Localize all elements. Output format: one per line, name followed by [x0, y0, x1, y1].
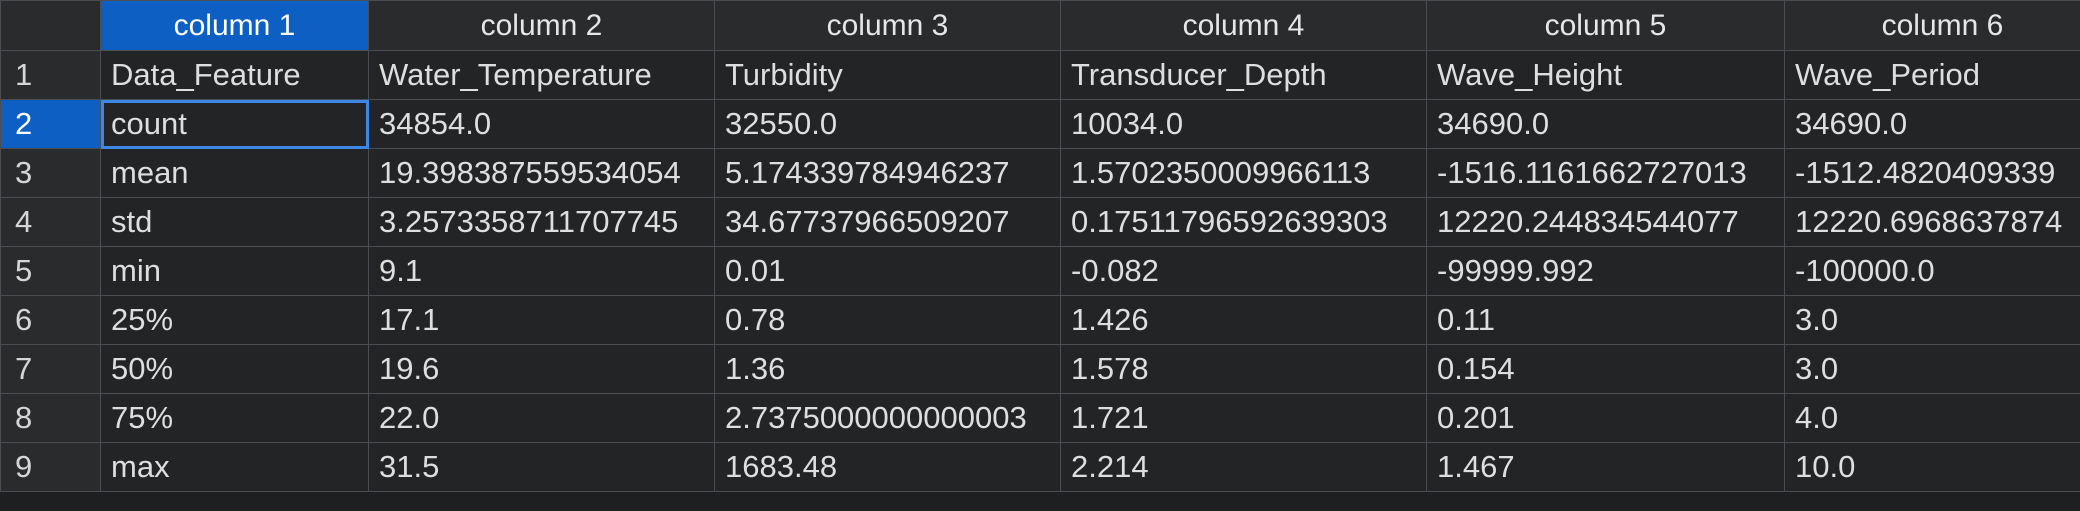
column-header-row: column 1 column 2 column 3 column 4 colu…	[0, 0, 2080, 51]
row-number-selected[interactable]: 2	[0, 99, 101, 149]
table-cell[interactable]: 12220.6968637874	[1784, 197, 2080, 247]
table-cell[interactable]: Wave_Period	[1784, 50, 2080, 100]
column-header-1[interactable]: column 1	[100, 0, 369, 51]
table-row: 7 50% 19.6 1.36 1.578 0.154 3.0	[0, 344, 2080, 394]
table-cell[interactable]: 34.67737966509207	[714, 197, 1061, 247]
table-cell[interactable]: mean	[100, 148, 369, 198]
table-cell[interactable]: 0.78	[714, 295, 1061, 345]
table-cell[interactable]: 1.5702350009966113	[1060, 148, 1427, 198]
table-cell[interactable]: 19.398387559534054	[368, 148, 715, 198]
table-cell[interactable]: -1516.1161662727013	[1426, 148, 1785, 198]
table-cell[interactable]: 1.578	[1060, 344, 1427, 394]
row-number[interactable]: 5	[0, 246, 101, 296]
column-header-6[interactable]: column 6	[1784, 0, 2080, 51]
table-cell[interactable]: -1512.4820409339	[1784, 148, 2080, 198]
table-row: 9 max 31.5 1683.48 2.214 1.467 10.0	[0, 442, 2080, 492]
table-row: 5 min 9.1 0.01 -0.082 -99999.992 -100000…	[0, 246, 2080, 296]
focused-cell[interactable]: count	[100, 99, 369, 149]
table-cell[interactable]: 0.17511796592639303	[1060, 197, 1427, 247]
table-cell[interactable]: 12220.244834544077	[1426, 197, 1785, 247]
table-cell[interactable]: 3.2573358711707745	[368, 197, 715, 247]
table-cell[interactable]: 32550.0	[714, 99, 1061, 149]
table-cell[interactable]: 34690.0	[1426, 99, 1785, 149]
table-cell[interactable]: 1683.48	[714, 442, 1061, 492]
table-cell[interactable]: 22.0	[368, 393, 715, 443]
table-cell[interactable]: max	[100, 442, 369, 492]
table-cell[interactable]: 9.1	[368, 246, 715, 296]
table-cell[interactable]: 5.174339784946237	[714, 148, 1061, 198]
column-header-3[interactable]: column 3	[714, 0, 1061, 51]
table-cell[interactable]: 3.0	[1784, 344, 2080, 394]
table-cell[interactable]: 2.214	[1060, 442, 1427, 492]
row-number[interactable]: 8	[0, 393, 101, 443]
row-number[interactable]: 1	[0, 50, 101, 100]
table-cell[interactable]: -100000.0	[1784, 246, 2080, 296]
table-cell[interactable]: 25%	[100, 295, 369, 345]
table-cell[interactable]: 34854.0	[368, 99, 715, 149]
table-cell[interactable]: 10034.0	[1060, 99, 1427, 149]
table-row: 3 mean 19.398387559534054 5.174339784946…	[0, 148, 2080, 198]
table-row: 1 Data_Feature Water_Temperature Turbidi…	[0, 50, 2080, 100]
table-cell[interactable]: 1.467	[1426, 442, 1785, 492]
table-cell[interactable]: min	[100, 246, 369, 296]
table-cell[interactable]: 19.6	[368, 344, 715, 394]
table-cell[interactable]: 10.0	[1784, 442, 2080, 492]
row-number[interactable]: 7	[0, 344, 101, 394]
table-cell[interactable]: 50%	[100, 344, 369, 394]
table-cell[interactable]: 1.721	[1060, 393, 1427, 443]
data-table: column 1 column 2 column 3 column 4 colu…	[0, 0, 2080, 492]
table-cell[interactable]: Data_Feature	[100, 50, 369, 100]
column-header-5[interactable]: column 5	[1426, 0, 1785, 51]
table-cell[interactable]: -99999.992	[1426, 246, 1785, 296]
table-row: 4 std 3.2573358711707745 34.677379665092…	[0, 197, 2080, 247]
table-cell[interactable]: 0.154	[1426, 344, 1785, 394]
table-cell[interactable]: 0.11	[1426, 295, 1785, 345]
table-cell[interactable]: 0.201	[1426, 393, 1785, 443]
table-cell[interactable]: 0.01	[714, 246, 1061, 296]
table-cell[interactable]: 2.7375000000000003	[714, 393, 1061, 443]
table-row: 2 count 34854.0 32550.0 10034.0 34690.0 …	[0, 99, 2080, 149]
table-cell[interactable]: -0.082	[1060, 246, 1427, 296]
table-cell[interactable]: Water_Temperature	[368, 50, 715, 100]
corner-cell[interactable]	[0, 0, 101, 51]
table-cell[interactable]: 1.426	[1060, 295, 1427, 345]
table-row: 6 25% 17.1 0.78 1.426 0.11 3.0	[0, 295, 2080, 345]
table-cell[interactable]: Wave_Height	[1426, 50, 1785, 100]
table-row: 8 75% 22.0 2.7375000000000003 1.721 0.20…	[0, 393, 2080, 443]
table-cell[interactable]: 4.0	[1784, 393, 2080, 443]
table-cell[interactable]: Transducer_Depth	[1060, 50, 1427, 100]
table-cell[interactable]: std	[100, 197, 369, 247]
column-header-2[interactable]: column 2	[368, 0, 715, 51]
table-cell[interactable]: 1.36	[714, 344, 1061, 394]
row-number[interactable]: 6	[0, 295, 101, 345]
table-cell[interactable]: 34690.0	[1784, 99, 2080, 149]
row-number[interactable]: 9	[0, 442, 101, 492]
table-cell[interactable]: 75%	[100, 393, 369, 443]
table-cell[interactable]: 31.5	[368, 442, 715, 492]
row-number[interactable]: 3	[0, 148, 101, 198]
table-cell[interactable]: 17.1	[368, 295, 715, 345]
column-header-4[interactable]: column 4	[1060, 0, 1427, 51]
row-number[interactable]: 4	[0, 197, 101, 247]
table-cell[interactable]: Turbidity	[714, 50, 1061, 100]
table-cell[interactable]: 3.0	[1784, 295, 2080, 345]
